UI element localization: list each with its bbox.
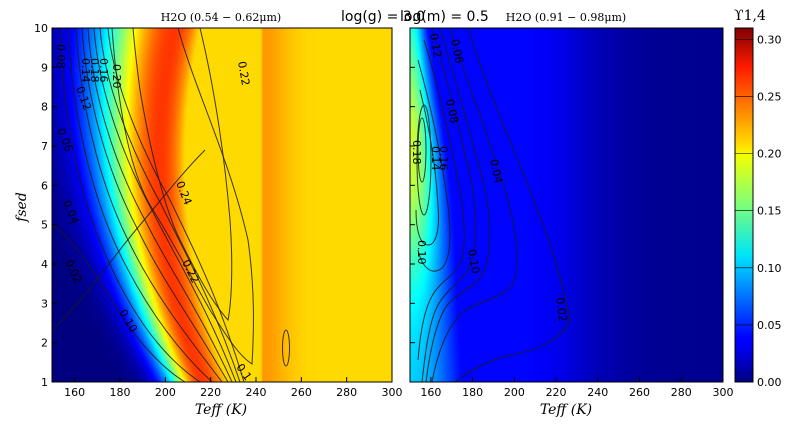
x-tick-label: 180 — [462, 386, 483, 399]
colorbar-tick-label: 0.20 — [757, 148, 782, 161]
right-contour-0.10 — [417, 39, 465, 361]
colorbar-tick-label: 0.30 — [757, 33, 782, 46]
right-contour-0.02 — [454, 28, 571, 382]
right-heatmap — [410, 28, 723, 382]
left-contour-0.14 — [87, 28, 233, 382]
left-contour-0.12 — [81, 28, 229, 382]
right-heatmap-raster — [410, 28, 723, 382]
x-tick-label: 300 — [713, 386, 734, 399]
x-tick-label: 240 — [587, 386, 608, 399]
colorbar-tick-label: 0.00 — [757, 376, 782, 389]
right-clabel: 0.06 — [448, 38, 466, 65]
left-contour-0.24 — [132, 28, 233, 322]
left-clabel: 0.22 — [235, 60, 252, 86]
left-contour-island — [282, 329, 290, 367]
left-clabel: 0.14 — [79, 58, 92, 83]
left-heatmap — [52, 28, 392, 382]
right-panel: 160 180 200 220 240 260 280 300 0.12 0.06 0.08 … — [409, 11, 734, 418]
left-contour-0.06 — [59, 28, 201, 382]
left-contour-0.10 — [75, 28, 223, 382]
x-tick-label: 220 — [200, 386, 221, 399]
colorbar-tick-label: 0.05 — [757, 319, 782, 332]
left-contour-0.02 — [52, 149, 206, 331]
right-xlabel: Teff (K) — [540, 402, 592, 418]
right-clabel: 0.10 — [465, 248, 482, 274]
right-contour-0.18 — [417, 117, 427, 183]
left-contour-0.04 — [52, 224, 186, 382]
x-tick-label: 300 — [382, 386, 403, 399]
right-clabel: 0.12 — [427, 32, 444, 58]
y-tick-label: 2 — [41, 337, 48, 350]
right-axes: 160 180 200 220 240 260 280 300 — [410, 27, 734, 399]
left-contour-0.22 — [111, 28, 254, 365]
right-plot-frame — [409, 27, 724, 383]
x-tick-label: 200 — [155, 386, 176, 399]
logg-label: log(g) = 3.0 — [341, 9, 425, 25]
y-tick-label: 8 — [41, 101, 48, 114]
right-clabel: 0.16 — [437, 146, 450, 171]
right-clabel: 0.10 — [415, 240, 428, 265]
y-tick-label: 7 — [41, 140, 48, 153]
right-clabel: 0.02 — [553, 297, 569, 323]
x-tick-label: 200 — [504, 386, 525, 399]
y-tick-label: 5 — [41, 219, 48, 232]
colorbar-gradient — [734, 27, 754, 383]
logm-label: log(m) = 0.5 — [400, 9, 489, 25]
x-tick-label: 280 — [336, 386, 357, 399]
y-tick-label: 3 — [41, 297, 48, 310]
x-tick-label: 180 — [110, 386, 131, 399]
colorbar: 0.00 0.05 0.10 0.15 0.20 0.25 0.30 ϒ1,4 — [734, 8, 782, 389]
x-tick-label: 240 — [246, 386, 267, 399]
x-tick-label: 280 — [671, 386, 692, 399]
left-plot-frame — [51, 27, 393, 383]
left-contour-0.18 — [99, 28, 241, 382]
x-tick-label: 260 — [629, 386, 650, 399]
y-tick-label: 6 — [41, 179, 48, 192]
left-clabel: 0.18 — [88, 58, 101, 83]
left-title: H2O (0.54 − 0.62μm) — [161, 11, 281, 24]
left-contour-0.20 — [107, 28, 245, 382]
x-tick-label: 260 — [291, 386, 312, 399]
left-ylabel: fsed — [14, 192, 30, 223]
colorbar-tick-label: 0.15 — [757, 205, 782, 218]
right-contour-0.16 — [416, 104, 432, 216]
left-axes: 160 180 200 220 240 260 280 300 1 2 3 4 5 6 7 8 9 10 — [34, 22, 403, 399]
right-title: H2O (0.91 − 0.98μm) — [506, 11, 626, 24]
colorbar-tick-label: 0.10 — [757, 262, 782, 275]
colorbar-ticks: 0.00 0.05 0.10 0.15 0.20 0.25 0.30 — [735, 33, 782, 389]
left-panel: 160 180 200 220 240 260 280 300 1 2 3 4 5 6 7 8 9 10 0.08… — [14, 11, 403, 418]
right-contour-0.04 — [431, 28, 518, 382]
right-clabel: 0.08 — [443, 98, 461, 125]
colorbar-tick-label: 0.25 — [757, 91, 782, 104]
left-xlabel: Teff (K) — [195, 402, 247, 418]
right-contour-labels: 0.12 0.06 0.08 0.18 0.14 0.16 0.10 0.04 … — [410, 32, 569, 322]
x-tick-label: 160 — [64, 386, 85, 399]
left-clabel: 0.20 — [110, 64, 123, 89]
left-contour-0.08 — [67, 28, 213, 382]
colorbar-label: ϒ1,4 — [734, 8, 766, 24]
left-contour-0.16 — [93, 28, 237, 382]
y-tick-label: 9 — [41, 61, 48, 74]
right-clabel: 0.14 — [429, 146, 442, 171]
y-tick-label: 1 — [41, 376, 48, 389]
right-contour-0.08 — [421, 28, 477, 382]
right-clabel: 0.18 — [410, 140, 423, 165]
left-clabel: 0.16 — [97, 58, 110, 83]
y-tick-label: 10 — [34, 22, 48, 35]
y-tick-label: 4 — [41, 258, 48, 271]
x-tick-label: 220 — [546, 386, 567, 399]
right-contour-0.12 — [417, 59, 451, 272]
right-contour-0.06 — [425, 28, 491, 382]
right-clabel: 0.04 — [487, 158, 505, 185]
left-heatmap-raster — [52, 28, 392, 382]
left-clabel: 0.08 — [54, 44, 67, 69]
x-tick-label: 160 — [420, 386, 441, 399]
